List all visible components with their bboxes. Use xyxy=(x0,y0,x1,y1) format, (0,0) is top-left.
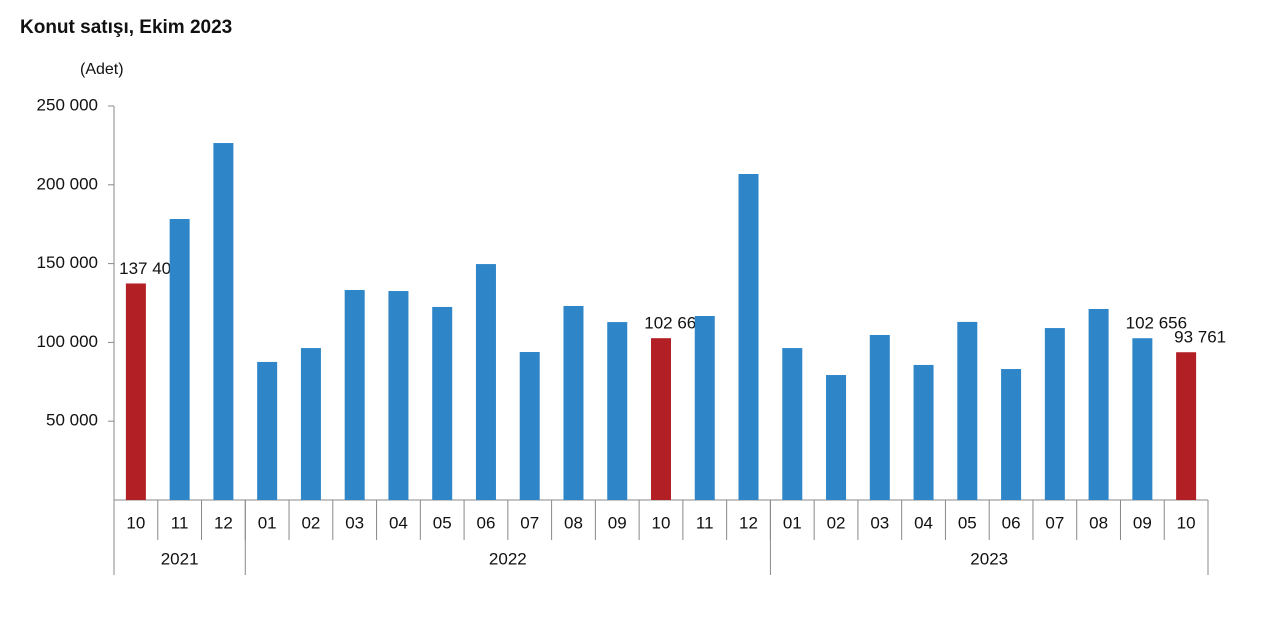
x-tick-label: 10 xyxy=(1177,513,1196,532)
x-tick-label: 07 xyxy=(1045,513,1064,532)
x-tick-label: 04 xyxy=(914,513,933,532)
x-tick-label: 09 xyxy=(1133,513,1152,532)
bar xyxy=(651,338,671,500)
x-tick-label: 01 xyxy=(258,513,277,532)
value-label: 137 401 xyxy=(119,259,180,278)
x-tick-label: 02 xyxy=(301,513,320,532)
x-tick-label: 01 xyxy=(783,513,802,532)
x-tick-label: 08 xyxy=(1089,513,1108,532)
x-tick-label: 05 xyxy=(958,513,977,532)
x-tick-label: 07 xyxy=(520,513,539,532)
bar xyxy=(563,305,584,500)
x-tick-label: 11 xyxy=(171,513,189,532)
bar xyxy=(738,174,759,500)
group-label: 2022 xyxy=(489,549,527,568)
x-tick-label: 03 xyxy=(870,513,889,532)
bar xyxy=(1001,369,1022,500)
bar xyxy=(475,264,496,500)
x-tick-label: 08 xyxy=(564,513,583,532)
x-tick-label: 11 xyxy=(696,513,714,532)
group-label: 2023 xyxy=(970,549,1008,568)
y-tick-label: 200 000 xyxy=(37,174,98,193)
x-tick-label: 06 xyxy=(1002,513,1021,532)
x-tick-label: 03 xyxy=(345,513,364,532)
x-tick-label: 12 xyxy=(214,513,233,532)
value-label: 93 761 xyxy=(1174,328,1226,347)
bar xyxy=(257,361,278,500)
x-tick-label: 02 xyxy=(827,513,846,532)
bar xyxy=(694,316,715,500)
bar xyxy=(913,364,934,500)
chart-title: Konut satışı, Ekim 2023 xyxy=(20,17,232,38)
bar xyxy=(344,289,365,500)
group-label: 2021 xyxy=(161,549,199,568)
bar xyxy=(125,283,146,500)
y-tick-label: 100 000 xyxy=(37,332,98,351)
value-label: 102 660 xyxy=(644,314,705,333)
bar xyxy=(300,348,321,500)
bar xyxy=(1176,352,1197,500)
bar xyxy=(957,321,978,500)
x-tick-label: 04 xyxy=(389,513,408,532)
bar xyxy=(607,322,628,500)
y-tick-label: 150 000 xyxy=(37,253,98,272)
x-tick-label: 12 xyxy=(739,513,758,532)
bar xyxy=(388,291,409,500)
bar xyxy=(519,352,540,500)
x-tick-label: 06 xyxy=(476,513,495,532)
x-tick-label: 09 xyxy=(608,513,627,532)
bar xyxy=(169,218,190,500)
bar xyxy=(826,375,847,500)
y-tick-label: 50 000 xyxy=(46,411,98,430)
bar xyxy=(782,348,803,500)
x-tick-label: 05 xyxy=(433,513,452,532)
x-tick-label: 10 xyxy=(126,513,145,532)
bar xyxy=(869,334,890,500)
bar xyxy=(1044,328,1065,500)
y-tick-label: 250 000 xyxy=(37,95,98,114)
value-label: 102 656 xyxy=(1126,314,1187,333)
bar xyxy=(432,306,453,500)
y-axis-unit: (Adet) xyxy=(80,61,124,78)
bar xyxy=(1132,338,1153,500)
bar xyxy=(1088,308,1109,500)
bar xyxy=(213,143,234,500)
x-tick-label: 10 xyxy=(652,513,671,532)
